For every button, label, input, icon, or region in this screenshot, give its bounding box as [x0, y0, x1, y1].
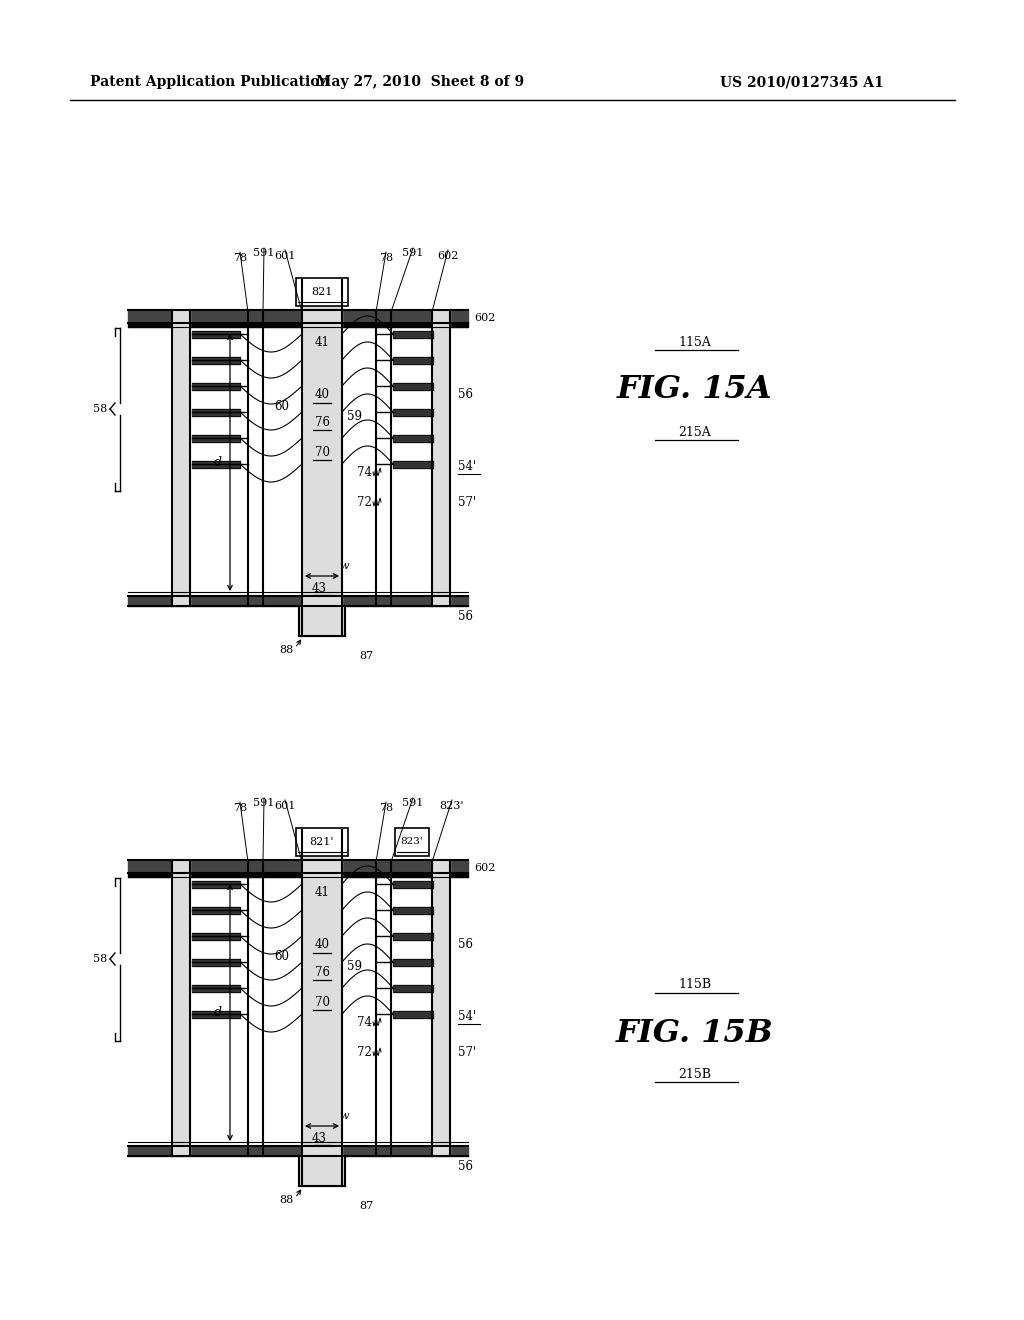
Text: 41: 41 — [314, 337, 330, 350]
Text: 87: 87 — [359, 1201, 373, 1210]
Text: 821: 821 — [311, 286, 333, 297]
Text: 115B: 115B — [679, 978, 712, 991]
Bar — [296, 828, 348, 855]
Text: 215A: 215A — [679, 425, 712, 438]
Text: US 2010/0127345 A1: US 2010/0127345 A1 — [720, 75, 884, 88]
Text: 57': 57' — [458, 495, 476, 508]
Text: 87: 87 — [359, 651, 373, 661]
Text: 57': 57' — [458, 1045, 476, 1059]
Text: 591: 591 — [402, 799, 424, 808]
Text: 591: 591 — [253, 799, 274, 808]
Text: 602: 602 — [474, 863, 496, 873]
Text: 56: 56 — [458, 1159, 473, 1172]
Text: 60: 60 — [274, 400, 290, 412]
Text: 74: 74 — [357, 466, 372, 479]
Text: 56: 56 — [458, 388, 473, 401]
Text: 74: 74 — [357, 1015, 372, 1028]
Text: 601: 601 — [274, 801, 296, 810]
Text: 78: 78 — [379, 803, 393, 813]
Text: 78: 78 — [232, 803, 247, 813]
Text: 823': 823' — [439, 801, 464, 810]
Text: Patent Application Publication: Patent Application Publication — [90, 75, 330, 88]
Text: 591: 591 — [253, 248, 274, 257]
Text: 70: 70 — [314, 446, 330, 458]
Text: FIG. 15A: FIG. 15A — [617, 375, 773, 405]
Text: 40: 40 — [314, 388, 330, 401]
Text: 54': 54' — [458, 1011, 476, 1023]
Text: 215B: 215B — [679, 1068, 712, 1081]
Text: 78: 78 — [379, 253, 393, 263]
Bar — [395, 828, 429, 855]
Text: 115A: 115A — [679, 335, 712, 348]
Bar — [296, 279, 348, 306]
Text: 76: 76 — [314, 965, 330, 978]
Text: 56: 56 — [458, 610, 473, 623]
Text: 43: 43 — [311, 582, 327, 594]
Text: 821': 821' — [309, 837, 334, 847]
Text: d: d — [214, 1006, 222, 1019]
Text: 41: 41 — [314, 887, 330, 899]
Text: 59: 59 — [346, 961, 361, 974]
Text: 58: 58 — [93, 404, 108, 414]
Text: 601: 601 — [274, 251, 296, 261]
Text: 60: 60 — [274, 949, 290, 962]
Text: 823': 823' — [400, 837, 423, 846]
Text: 59: 59 — [346, 411, 361, 424]
Text: 88: 88 — [279, 1195, 293, 1205]
Text: 78: 78 — [232, 253, 247, 263]
Text: w: w — [339, 1111, 349, 1121]
Text: d: d — [214, 455, 222, 469]
Text: w: w — [339, 561, 349, 572]
Text: 88: 88 — [279, 645, 293, 655]
Text: 54': 54' — [458, 461, 476, 474]
Text: May 27, 2010  Sheet 8 of 9: May 27, 2010 Sheet 8 of 9 — [316, 75, 524, 88]
Text: 40: 40 — [314, 939, 330, 952]
Text: 591: 591 — [402, 248, 424, 257]
Text: 72: 72 — [357, 1045, 372, 1059]
Text: 56: 56 — [458, 939, 473, 952]
Text: 602: 602 — [437, 251, 459, 261]
Text: 43: 43 — [311, 1131, 327, 1144]
Text: 72: 72 — [357, 495, 372, 508]
Text: FIG. 15B: FIG. 15B — [616, 1018, 774, 1048]
Text: 602: 602 — [474, 313, 496, 323]
Text: 58: 58 — [93, 954, 108, 964]
Text: 70: 70 — [314, 995, 330, 1008]
Text: 76: 76 — [314, 416, 330, 429]
